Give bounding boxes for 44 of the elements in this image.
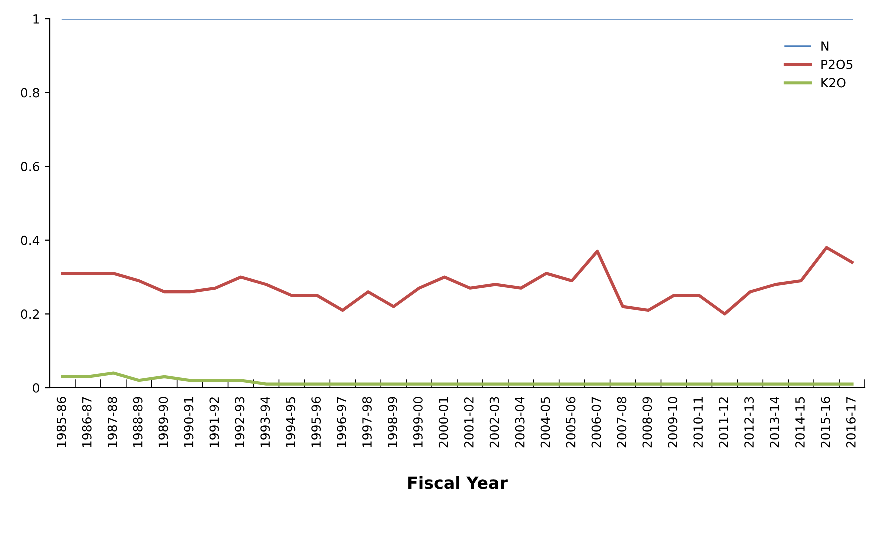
x-tick-label: 2013-14: [770, 397, 780, 448]
y-tick-label: 1: [34, 14, 40, 24]
x-tick-label: 2007-08: [617, 397, 627, 448]
x-tick-label: 2016-17: [846, 397, 856, 448]
x-tick-label: 1991-92: [210, 398, 220, 448]
x-tick-label: 1996-97: [337, 397, 347, 448]
x-tick-label: 1992-93: [235, 397, 245, 448]
x-tick-label: 2009-10: [668, 397, 678, 448]
x-tick-label: 2010-11: [694, 397, 704, 448]
x-tick-label: 2012-13: [744, 397, 754, 448]
x-tick-label: 1990-91: [184, 397, 194, 448]
x-tick-label: 2000-01: [438, 397, 448, 448]
x-tick-label: 1995-96: [312, 397, 322, 448]
legend-label: P2O5: [822, 60, 853, 70]
line-series: [61, 372, 854, 386]
x-tick-label: 2008-09: [642, 397, 652, 448]
x-tick-label: 2011-12: [719, 398, 729, 448]
x-tick-label: 1988-89: [133, 397, 143, 448]
legend-label: N: [822, 42, 829, 51]
y-tick-label: 0.2: [21, 310, 40, 320]
x-tick-label: 2002-03: [490, 397, 500, 448]
x-tick-label: 1985-86: [56, 397, 66, 448]
x-tick-label: 1997-98: [362, 397, 372, 448]
x-tick-label: 2015-16: [820, 397, 830, 448]
x-tick-label: 2003-04: [515, 397, 525, 448]
x-tick-label: 1999-00: [413, 397, 423, 448]
y-tick-label: 0.8: [21, 88, 40, 98]
x-tick-label: 1986-87: [82, 397, 92, 448]
y-tick-label: 0: [33, 383, 40, 393]
legend-label: K2O: [822, 78, 846, 88]
x-tick-label: 2001-02: [464, 398, 474, 448]
x-tick-label: 2014-15: [796, 397, 805, 448]
x-tick-label: 1994-95: [286, 397, 296, 448]
line-series: [61, 246, 854, 316]
x-tick-label: 2004-05: [540, 397, 550, 448]
x-tick-label: 1989-90: [158, 397, 168, 448]
x-tick-label: 2005-06: [566, 397, 576, 448]
x-tick-label: 1998-99: [388, 397, 398, 448]
x-tick-label: 1987-88: [108, 397, 118, 448]
x-axis-title: Fiscal Year: [408, 476, 508, 490]
y-tick-label: 0.6: [21, 162, 40, 172]
x-tick-label: 2006-07: [592, 397, 602, 448]
y-tick-label: 0.4: [21, 236, 40, 246]
x-tick-label: 1993-94: [260, 397, 270, 448]
